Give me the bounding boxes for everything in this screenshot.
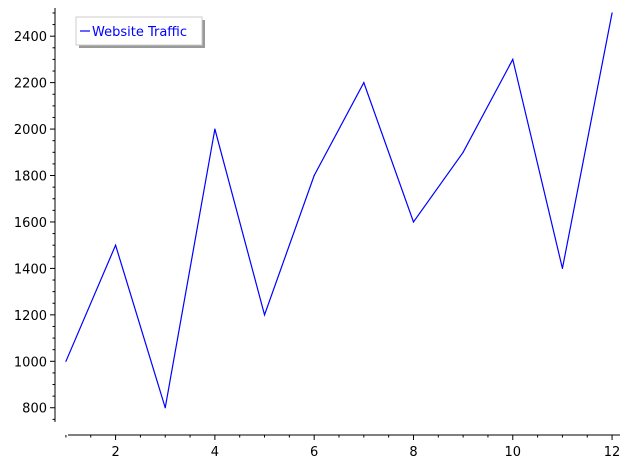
x-ticks: 2 4 6 8 10 12 bbox=[65, 435, 621, 460]
x-tick-label: 8 bbox=[409, 445, 417, 460]
y-tick-label: 1400 bbox=[14, 262, 47, 277]
data-point bbox=[462, 151, 464, 153]
series-layer bbox=[65, 12, 613, 409]
data-point bbox=[214, 128, 216, 130]
y-tick-label: 1200 bbox=[14, 309, 47, 324]
y-axis: 800 1000 1200 1400 1600 1800 2000 2200 2400 bbox=[14, 8, 56, 422]
data-point bbox=[363, 82, 365, 84]
y-tick-label: 1600 bbox=[14, 216, 47, 231]
data-point bbox=[412, 221, 415, 223]
y-tick-label: 2200 bbox=[14, 77, 47, 92]
legend-label: Website Traffic bbox=[92, 25, 187, 40]
y-tick-label: 800 bbox=[22, 402, 47, 417]
series-line bbox=[65, 12, 613, 408]
data-point bbox=[114, 244, 117, 246]
y-tick-label: 1000 bbox=[14, 355, 47, 370]
y-tick-label: 2400 bbox=[14, 30, 47, 45]
y-tick-label: 2000 bbox=[14, 123, 47, 138]
data-point bbox=[611, 12, 613, 14]
legend: Website Traffic bbox=[75, 16, 205, 48]
data-point bbox=[164, 407, 166, 409]
data-point bbox=[263, 314, 266, 316]
data-point bbox=[313, 174, 315, 177]
x-tick-label: 12 bbox=[604, 445, 621, 460]
x-tick-label: 6 bbox=[310, 445, 318, 460]
x-axis: 2 4 6 8 10 12 bbox=[65, 434, 621, 460]
x-tick-label: 4 bbox=[211, 445, 219, 460]
y-tick-label: 1800 bbox=[14, 170, 47, 185]
x-tick-label: 10 bbox=[504, 445, 521, 460]
data-point bbox=[65, 360, 67, 362]
x-tick-label: 2 bbox=[111, 445, 119, 460]
y-ticks: 800 1000 1200 1400 1600 1800 2000 2200 2400 bbox=[14, 12, 55, 420]
legend-box bbox=[75, 16, 203, 46]
data-point bbox=[561, 267, 564, 270]
data-point bbox=[512, 58, 514, 61]
